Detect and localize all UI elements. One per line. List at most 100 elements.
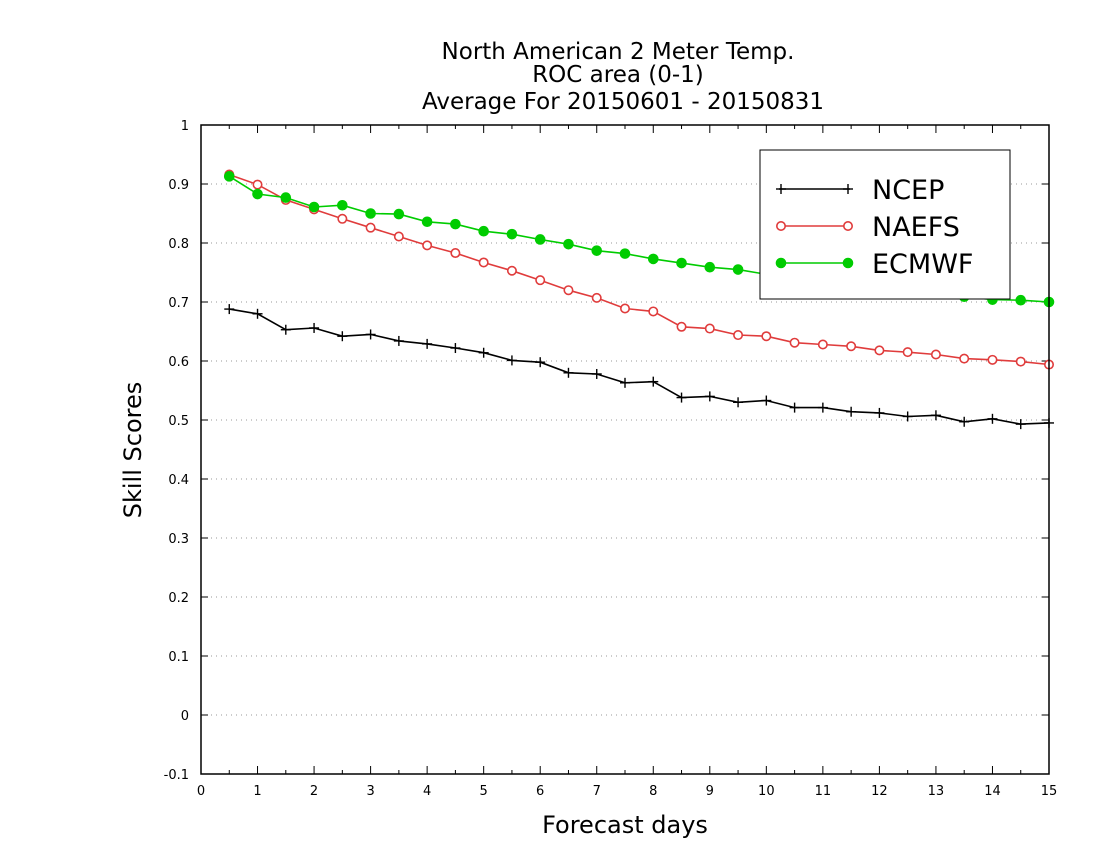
- y-tick-label: 1: [181, 119, 189, 134]
- data-point-ncep: [987, 413, 998, 424]
- legend-marker-naefs: [842, 221, 853, 232]
- data-point-ecmwf: [223, 171, 235, 182]
- data-point-ncep: [761, 395, 772, 406]
- data-point-ncep: [393, 335, 404, 346]
- legend-marker-ncep: [843, 184, 853, 194]
- data-point-ncep: [704, 391, 715, 402]
- data-point-naefs: [846, 341, 857, 352]
- data-point-naefs: [619, 303, 630, 314]
- data-point-ncep: [789, 402, 800, 413]
- y-tick-label: 0.3: [168, 532, 189, 547]
- data-point-naefs: [761, 331, 772, 342]
- x-tick-label: 2: [310, 784, 318, 799]
- data-point-ncep: [450, 343, 461, 354]
- data-point-naefs: [789, 337, 800, 348]
- data-point-naefs: [648, 306, 659, 317]
- data-point-ncep: [591, 368, 602, 379]
- x-axis-ticks: 0 1 2 3 4 5 6 7 8 9 10 11 12 13 14 15: [197, 125, 1057, 799]
- y-tick-label: 0: [181, 709, 189, 724]
- data-point-ncep: [422, 338, 433, 349]
- data-point-ecmwf: [1015, 294, 1027, 306]
- data-point-naefs: [902, 347, 913, 358]
- x-tick-label: 4: [423, 784, 431, 799]
- data-point-ncep: [817, 402, 828, 413]
- data-point-ncep: [224, 304, 235, 315]
- x-tick-label: 14: [984, 784, 1001, 799]
- data-point-ecmwf: [280, 192, 292, 203]
- y-tick-label: 0.9: [168, 178, 189, 193]
- x-tick-label: 0: [197, 784, 205, 799]
- x-tick-label: 13: [928, 784, 945, 799]
- data-point-naefs: [506, 265, 517, 276]
- data-point-naefs: [563, 285, 574, 296]
- legend-marker-ncep: [776, 184, 786, 194]
- data-point-ncep: [252, 308, 263, 319]
- data-point-naefs: [930, 349, 941, 360]
- data-point-ecmwf: [563, 238, 574, 250]
- data-point-naefs: [393, 231, 404, 242]
- data-point-ecmwf: [647, 253, 659, 265]
- y-tick-label: 0.4: [168, 473, 189, 488]
- y-tick-label: 0.5: [168, 414, 189, 429]
- x-tick-label: 12: [871, 784, 888, 799]
- y-tick-label: 0.8: [168, 237, 189, 252]
- data-point-ecmwf: [393, 208, 405, 220]
- series-line-ncep: [229, 308, 1050, 425]
- data-point-ncep: [733, 397, 744, 408]
- data-point-naefs: [478, 257, 489, 268]
- data-point-ncep: [309, 322, 320, 333]
- data-point-naefs: [252, 179, 263, 190]
- y-tick-label: 0.1: [168, 650, 189, 665]
- legend-label-ncep: NCEP: [872, 175, 944, 206]
- data-point-naefs: [450, 248, 461, 259]
- legend-box: [759, 149, 1011, 300]
- data-point-ecmwf: [704, 261, 716, 273]
- data-point-ncep: [563, 367, 574, 378]
- x-tick-label: 1: [253, 784, 261, 799]
- y-axis-label: Skill Scores: [119, 382, 147, 519]
- legend-marker-naefs: [775, 221, 786, 232]
- data-point-naefs: [959, 353, 970, 364]
- data-point-naefs: [365, 222, 376, 233]
- y-tick-label: 0.6: [168, 355, 189, 370]
- data-point-ncep: [478, 347, 489, 358]
- data-point-ncep: [930, 410, 941, 421]
- data-point-ncep: [902, 411, 913, 422]
- legend-marker-ecmwf: [842, 257, 854, 269]
- x-axis-label: Forecast days: [542, 811, 708, 839]
- y-tick-label: 0.7: [168, 296, 189, 311]
- data-point-ecmwf: [534, 234, 546, 245]
- plot-frame: [200, 124, 1050, 775]
- legend-label-naefs: NAEFS: [872, 212, 960, 243]
- data-point-naefs: [676, 321, 687, 332]
- chart-title-line-3: Average For 20150601 - 20150831: [422, 89, 824, 115]
- data-point-naefs: [704, 323, 715, 334]
- x-tick-label: 6: [536, 784, 544, 799]
- data-point-ecmwf: [506, 228, 518, 240]
- x-tick-label: 11: [815, 784, 832, 799]
- data-point-ecmwf: [252, 188, 263, 200]
- data-point-ncep: [1015, 419, 1026, 430]
- x-tick-label: 10: [758, 784, 775, 799]
- data-point-naefs: [422, 240, 433, 251]
- y-tick-label: -0.1: [164, 768, 189, 783]
- x-tick-label: 8: [649, 784, 657, 799]
- data-point-naefs: [591, 292, 602, 303]
- x-tick-label: 7: [593, 784, 601, 799]
- data-point-naefs: [874, 345, 885, 356]
- data-point-ncep: [648, 376, 659, 387]
- data-point-naefs: [733, 330, 744, 341]
- data-point-ecmwf: [676, 257, 687, 269]
- data-point-ecmwf: [591, 245, 603, 256]
- data-point-ncep: [337, 331, 348, 342]
- data-point-ecmwf: [478, 225, 489, 237]
- data-point-ncep: [874, 407, 885, 418]
- legend-label-ecmwf: ECMWF: [872, 249, 973, 280]
- data-point-ncep: [280, 324, 291, 335]
- data-point-ecmwf: [308, 201, 320, 213]
- data-point-ncep: [506, 355, 517, 366]
- data-point-naefs: [987, 354, 998, 365]
- y-axis-ticks: -0.1 0 0.1 0.2 0.3 0.4 0.5 0.6 0.7 0.8 0.9 1: [164, 119, 1049, 783]
- x-tick-label: 15: [1041, 784, 1058, 799]
